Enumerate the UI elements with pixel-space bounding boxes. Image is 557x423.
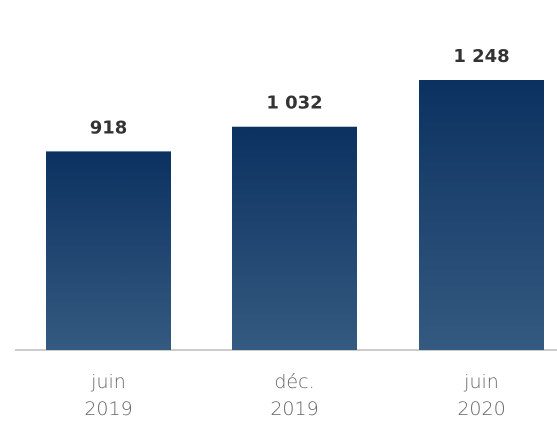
- data-label: 918: [90, 117, 128, 138]
- bar: [232, 126, 357, 350]
- bar: [419, 80, 544, 350]
- x-tick-label: déc. 2019: [270, 371, 319, 420]
- bar: [46, 151, 171, 350]
- data-label: 1 248: [453, 46, 509, 67]
- x-tick-label: juin 2020: [457, 371, 506, 420]
- x-tick-label: juin 2019: [84, 371, 133, 420]
- data-label: 1 032: [266, 93, 322, 114]
